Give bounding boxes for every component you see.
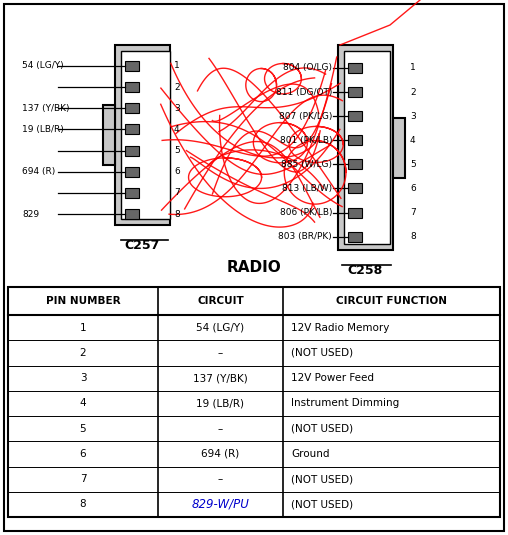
- Text: 5: 5: [410, 160, 416, 169]
- Text: 811 (DG/OT): 811 (DG/OT): [276, 88, 332, 96]
- Text: (NOT USED): (NOT USED): [291, 474, 353, 484]
- Text: 813 (LB/W): 813 (LB/W): [282, 184, 332, 193]
- Text: 6: 6: [410, 184, 416, 193]
- Bar: [125, 82, 139, 92]
- Bar: [103, 105, 115, 165]
- Text: 2: 2: [410, 88, 416, 96]
- Bar: [125, 124, 139, 134]
- Text: 885 (W/LG): 885 (W/LG): [281, 160, 332, 169]
- Text: 3: 3: [410, 112, 416, 120]
- Text: 2: 2: [174, 82, 180, 91]
- Bar: [348, 184, 362, 194]
- Text: 19 (LB/R): 19 (LB/R): [197, 399, 244, 408]
- Text: 7: 7: [410, 208, 416, 217]
- Text: 804 (O/LG): 804 (O/LG): [283, 63, 332, 72]
- Bar: [348, 87, 362, 97]
- Text: 806 (PK/LB): 806 (PK/LB): [279, 208, 332, 217]
- Text: CIRCUIT: CIRCUIT: [197, 296, 244, 306]
- Bar: [125, 188, 139, 198]
- Text: 829: 829: [22, 210, 39, 219]
- Bar: [344, 51, 390, 244]
- Text: 54 (LG/Y): 54 (LG/Y): [197, 323, 244, 333]
- Text: 6: 6: [174, 167, 180, 176]
- Bar: [125, 209, 139, 219]
- Text: 3: 3: [80, 373, 86, 383]
- Text: 803 (BR/PK): 803 (BR/PK): [278, 232, 332, 241]
- Bar: [348, 232, 362, 242]
- Bar: [348, 159, 362, 170]
- Text: (NOT USED): (NOT USED): [291, 424, 353, 434]
- Bar: [338, 45, 393, 250]
- Text: 12V Radio Memory: 12V Radio Memory: [291, 323, 389, 333]
- Text: 4: 4: [174, 125, 180, 134]
- Text: 4: 4: [410, 136, 416, 145]
- Text: 7: 7: [80, 474, 86, 484]
- Text: 1: 1: [174, 62, 180, 70]
- Bar: [348, 63, 362, 73]
- Text: RADIO: RADIO: [227, 259, 281, 274]
- Text: 5: 5: [174, 146, 180, 155]
- Text: C257: C257: [125, 239, 160, 252]
- Bar: [8, 287, 500, 517]
- Text: CIRCUIT FUNCTION: CIRCUIT FUNCTION: [336, 296, 447, 306]
- Text: 3: 3: [174, 104, 180, 113]
- Bar: [348, 208, 362, 218]
- Text: 829-W/PU: 829-W/PU: [192, 498, 249, 511]
- Bar: [348, 111, 362, 121]
- Bar: [125, 167, 139, 177]
- Text: 12V Power Feed: 12V Power Feed: [291, 373, 374, 383]
- Bar: [125, 103, 139, 113]
- Text: –: –: [218, 424, 223, 434]
- Text: C258: C258: [348, 264, 383, 277]
- Text: 137 (Y/BK): 137 (Y/BK): [22, 104, 70, 113]
- Text: 2: 2: [80, 348, 86, 358]
- Text: 1: 1: [410, 63, 416, 72]
- Text: (NOT USED): (NOT USED): [291, 499, 353, 509]
- Text: 8: 8: [174, 210, 180, 219]
- Text: 8: 8: [410, 232, 416, 241]
- Text: 7: 7: [174, 188, 180, 197]
- Text: 6: 6: [80, 449, 86, 459]
- Text: 54 (LG/Y): 54 (LG/Y): [22, 62, 64, 70]
- Bar: [115, 45, 170, 225]
- Text: 1: 1: [80, 323, 86, 333]
- Text: 694 (R): 694 (R): [22, 167, 55, 176]
- Text: 801 (PK/LB): 801 (PK/LB): [279, 136, 332, 145]
- Bar: [348, 135, 362, 145]
- Text: Instrument Dimming: Instrument Dimming: [291, 399, 399, 408]
- Text: 4: 4: [80, 399, 86, 408]
- Text: Ground: Ground: [291, 449, 330, 459]
- Bar: [393, 118, 405, 178]
- Text: 5: 5: [80, 424, 86, 434]
- Text: –: –: [218, 348, 223, 358]
- Text: 19 (LB/R): 19 (LB/R): [22, 125, 64, 134]
- Text: 807 (PK/LG): 807 (PK/LG): [278, 112, 332, 120]
- Bar: [125, 61, 139, 71]
- Text: (NOT USED): (NOT USED): [291, 348, 353, 358]
- Text: PIN NUMBER: PIN NUMBER: [46, 296, 120, 306]
- Text: 137 (Y/BK): 137 (Y/BK): [193, 373, 248, 383]
- Bar: [125, 146, 139, 156]
- Text: 8: 8: [80, 499, 86, 509]
- Bar: [121, 51, 170, 219]
- Text: 694 (R): 694 (R): [201, 449, 240, 459]
- Text: –: –: [218, 474, 223, 484]
